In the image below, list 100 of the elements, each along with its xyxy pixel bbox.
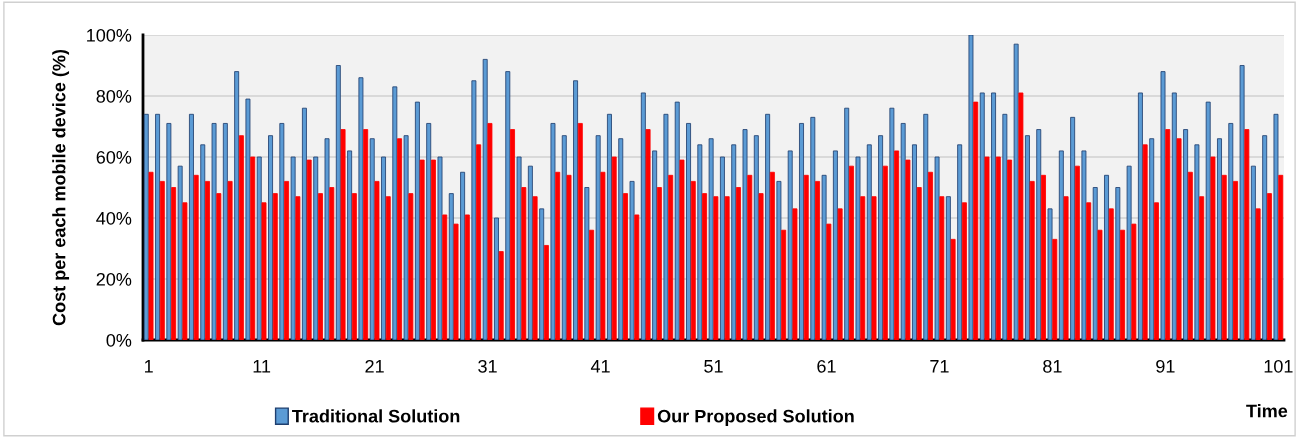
bar [878, 135, 884, 340]
bar [442, 214, 448, 340]
bar [430, 159, 436, 340]
bar [155, 113, 161, 340]
x-tick-label: 101 [1264, 359, 1293, 373]
bar [498, 251, 504, 340]
bar [408, 193, 414, 340]
y-tick-label: 80% [96, 89, 132, 103]
bar [1041, 174, 1046, 340]
bar [487, 123, 493, 340]
y-tick-label: 100% [87, 28, 132, 42]
bar [1097, 229, 1103, 340]
bar [781, 229, 787, 340]
bar [634, 214, 640, 340]
bar [227, 180, 233, 340]
x-tick-label: 71 [930, 360, 949, 373]
bar [595, 135, 601, 340]
bar [934, 156, 940, 340]
bar [182, 202, 188, 340]
y-tick-label: 0% [106, 333, 132, 347]
x-tick-label: 81 [1043, 359, 1062, 373]
y-tick-label: 20% [96, 272, 132, 286]
bar [193, 174, 199, 340]
bar [234, 71, 240, 340]
bar [216, 193, 222, 340]
bar [1018, 92, 1024, 340]
bar [148, 171, 154, 340]
bar [1024, 135, 1030, 340]
bar [189, 113, 194, 340]
bar [656, 187, 662, 340]
bar [736, 187, 741, 340]
bar [973, 101, 979, 340]
bar [961, 202, 967, 340]
bar [521, 187, 527, 340]
bar [200, 144, 206, 340]
bar [984, 156, 990, 340]
bar [1120, 229, 1126, 340]
bar [855, 156, 861, 340]
bar [516, 156, 522, 340]
bar [844, 107, 850, 340]
bar [374, 180, 380, 340]
bar [679, 159, 685, 340]
bar [882, 165, 888, 340]
bar [765, 113, 771, 340]
bar [1013, 43, 1019, 340]
x-axis-title: Time [1246, 404, 1288, 418]
bar [702, 193, 708, 340]
bar [871, 196, 877, 340]
x-tick-label: 41 [590, 360, 610, 373]
bar [573, 80, 579, 340]
bar [318, 193, 323, 340]
legend-label: Traditional Solution [292, 409, 460, 423]
bar [860, 196, 866, 340]
bar [211, 123, 217, 340]
bar [607, 113, 612, 340]
bar [363, 129, 369, 340]
bar [815, 180, 820, 340]
bar [905, 159, 911, 340]
bar [351, 193, 357, 340]
y-axis-title: Cost per each mobile device (%) [52, 49, 70, 326]
bar [663, 113, 669, 340]
bar [397, 138, 403, 340]
bar [758, 193, 764, 340]
bar [1131, 223, 1137, 340]
bar [584, 187, 590, 340]
bar [889, 107, 895, 340]
bar [1036, 129, 1042, 340]
bar [1074, 165, 1080, 340]
bar [1081, 150, 1087, 340]
bar [284, 180, 290, 340]
bar [245, 98, 251, 340]
bar [912, 144, 917, 340]
bar [708, 138, 714, 340]
bar [347, 150, 353, 340]
bar [1217, 138, 1222, 340]
bar [385, 196, 391, 340]
bar [290, 156, 296, 340]
bar [618, 138, 624, 340]
bar [1187, 171, 1193, 340]
bar [894, 150, 900, 340]
bar [1154, 202, 1159, 340]
bar [392, 86, 398, 340]
bar [995, 156, 1001, 340]
bar [668, 174, 674, 340]
bar [747, 174, 753, 340]
bar [1052, 238, 1058, 340]
bar [171, 187, 177, 340]
bar [279, 123, 285, 340]
bar [939, 196, 945, 340]
bar [494, 217, 499, 340]
bar [272, 193, 278, 340]
bar [1029, 180, 1035, 340]
bar [686, 123, 691, 340]
bar [250, 156, 256, 340]
bar [471, 80, 477, 340]
bar [1183, 129, 1189, 340]
bar [464, 214, 470, 340]
bar [426, 123, 432, 340]
bar [1002, 113, 1008, 340]
bar [566, 174, 572, 340]
